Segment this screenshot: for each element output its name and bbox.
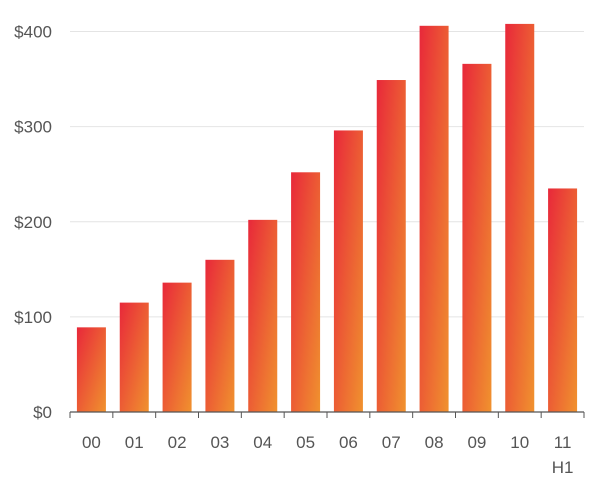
bar-07 (376, 80, 406, 413)
x-tick-label: 02 (168, 433, 187, 452)
x-tick-label: 07 (382, 433, 401, 452)
x-tick-label: 04 (253, 433, 272, 452)
bar-10 (505, 23, 535, 413)
y-tick-label: $300 (14, 118, 52, 137)
x-tick-label: 06 (339, 433, 358, 452)
x-tick-label: 01 (125, 433, 144, 452)
x-tick-label: 10 (510, 433, 529, 452)
bar-08 (419, 25, 449, 413)
x-tick-label: 08 (425, 433, 444, 452)
y-axis-labels: $0 $100 $200 $300 $400 (14, 23, 52, 422)
bar-05 (291, 172, 321, 412)
bar-02 (162, 282, 192, 412)
y-tick-label: $400 (14, 23, 52, 42)
x-tick-label: 09 (467, 433, 486, 452)
y-tick-label: $200 (14, 213, 52, 232)
y-tick-label: $0 (33, 403, 52, 422)
x-tick-sublabel: H1 (552, 458, 574, 477)
bar-09 (462, 63, 492, 412)
bars (76, 23, 578, 413)
x-tick-label: 11 (554, 433, 572, 452)
x-tick-label: 03 (210, 433, 229, 452)
bar-03 (205, 259, 235, 412)
x-tick-label: 05 (296, 433, 315, 452)
bar-11 (548, 188, 578, 412)
bar-04 (248, 219, 278, 412)
x-tick-label: 00 (82, 433, 101, 452)
x-axis-labels: 00 01 02 03 04 05 06 07 08 09 10 11 H1 (82, 433, 573, 477)
bar-06 (333, 130, 363, 412)
x-axis (69, 411, 585, 418)
bar-00 (76, 327, 106, 412)
bar-01 (119, 302, 149, 412)
y-tick-label: $100 (14, 308, 52, 327)
gridlines (70, 31, 584, 318)
